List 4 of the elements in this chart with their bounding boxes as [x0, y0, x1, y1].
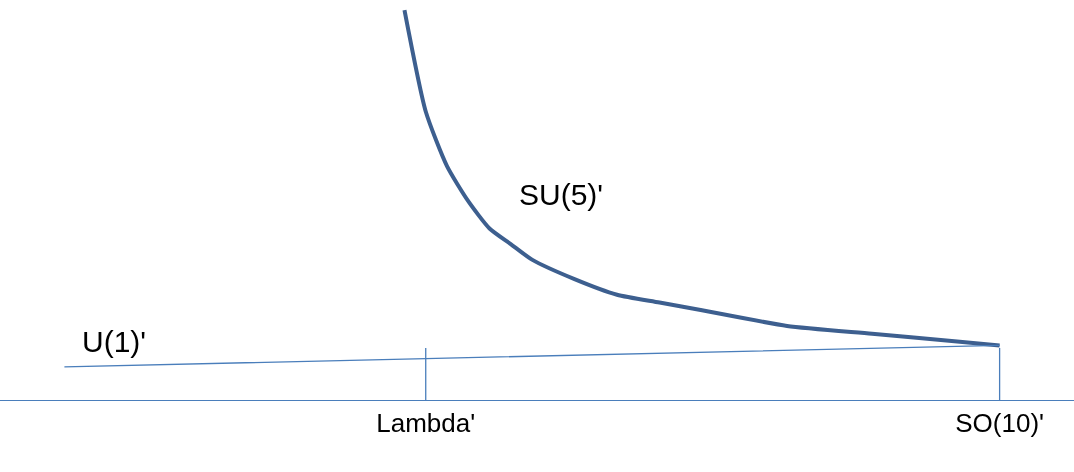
series-label: U(1)'	[82, 325, 147, 358]
x-tick-label: Lambda'	[376, 408, 476, 439]
x-tick-label: SO(10)'	[955, 408, 1044, 439]
series-label: SU(5)'	[519, 178, 604, 211]
